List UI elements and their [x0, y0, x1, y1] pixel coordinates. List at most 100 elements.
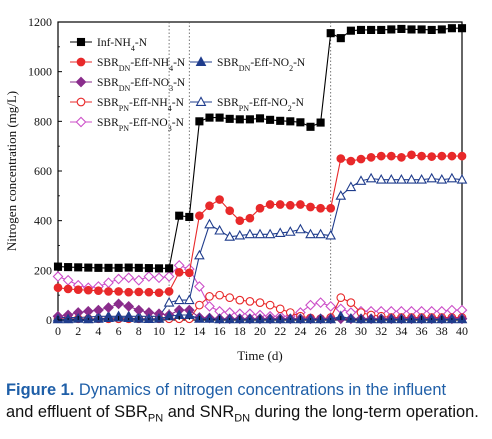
legend-item: SBRDN-Eff-NO2-N — [190, 56, 306, 73]
data-point — [204, 218, 215, 229]
chart-svg: 0 2 4 6 8 10 12 14 16 18 20 22 24 26 28 30 32 34 36 38 40020… — [4, 15, 468, 363]
data-point — [285, 200, 295, 210]
legend-subscript: 2 — [289, 64, 293, 73]
data-point — [397, 24, 406, 34]
data-point — [144, 264, 153, 273]
data-point — [103, 277, 114, 289]
x-tick-label: 38 — [436, 324, 448, 338]
data-point — [446, 172, 458, 183]
data-point — [245, 213, 255, 223]
legend-text: -N — [172, 117, 185, 129]
legend-text: -N — [173, 57, 186, 69]
data-point — [103, 312, 114, 322]
data-point — [417, 151, 426, 161]
legend-text: -Eff-NO — [250, 57, 289, 69]
legend-marker — [76, 57, 86, 67]
x-tick-label: 32 — [375, 324, 387, 338]
data-point — [204, 300, 215, 312]
data-point — [205, 113, 214, 122]
x-tick-label: 22 — [274, 324, 286, 338]
data-point — [214, 224, 225, 235]
legend-label: SBRPN-Eff-NO2-N — [217, 97, 305, 113]
data-point — [264, 228, 276, 239]
data-point — [52, 271, 64, 282]
caption-text-2: and SNR — [163, 403, 235, 421]
data-point — [215, 290, 224, 300]
data-point — [124, 263, 133, 272]
data-point — [427, 152, 437, 161]
data-point — [387, 25, 396, 34]
legend-item: SBRPN-Eff-NO3-N — [70, 116, 185, 133]
data-point — [447, 151, 457, 161]
data-point — [235, 115, 244, 124]
data-point — [315, 297, 326, 308]
legend-text: -N — [135, 37, 148, 49]
data-point — [123, 300, 135, 312]
legend-item: Inf-NH4-N — [70, 37, 148, 53]
legend-subscript: PN — [119, 104, 129, 113]
y-tick-label: 600 — [34, 164, 52, 178]
legend-text: -N — [292, 97, 305, 109]
legend-marker — [76, 97, 86, 107]
data-point — [123, 312, 135, 322]
series-layer — [52, 24, 468, 325]
caption-title: Dynamics of nitrogen concentrations in t… — [78, 381, 447, 399]
caption-label: Figure 1. — [6, 381, 75, 399]
legend-text: -N — [172, 97, 185, 109]
x-tick-label: 8 — [136, 324, 142, 338]
data-point — [426, 172, 438, 183]
data-point — [94, 263, 103, 272]
data-point — [194, 281, 205, 292]
legend-label: SBRPN-Eff-NO3-N — [97, 117, 185, 133]
legend-subscript: 3 — [169, 84, 173, 93]
legend-marker — [195, 56, 207, 66]
x-tick-label: 12 — [173, 324, 185, 338]
series-Inf-NH4-N — [53, 24, 467, 273]
legend-subscript: 2 — [288, 104, 292, 113]
figure-caption: Figure 1. Dynamics of nitrogen concentra… — [6, 379, 490, 429]
data-point — [346, 156, 356, 166]
y-tick-label: 400 — [34, 214, 52, 228]
x-tick-label: 18 — [234, 324, 246, 338]
data-point — [306, 202, 315, 212]
data-point — [365, 172, 377, 183]
data-point — [295, 223, 306, 234]
data-point — [113, 298, 124, 310]
data-point — [245, 297, 255, 306]
data-point — [73, 285, 83, 295]
caption-sub-pn: PN — [147, 412, 164, 425]
data-point — [194, 249, 205, 260]
data-point — [74, 263, 83, 272]
data-point — [225, 293, 235, 303]
x-tick-label: 36 — [416, 324, 428, 338]
data-point — [84, 263, 93, 272]
data-point — [356, 154, 366, 164]
data-point — [114, 263, 123, 272]
data-point — [274, 227, 286, 238]
data-point — [296, 118, 305, 127]
data-point — [104, 287, 113, 296]
data-point — [94, 286, 103, 296]
legend-subscript: PN — [119, 124, 129, 133]
data-point — [325, 300, 337, 312]
data-point — [134, 287, 144, 297]
data-point — [326, 29, 335, 38]
data-point — [377, 25, 386, 34]
data-point — [335, 190, 347, 200]
legend-label: SBRPN-Eff-NH4-N — [97, 97, 185, 113]
data-point — [366, 152, 376, 162]
legend-text: -N — [293, 57, 306, 69]
x-tick-label: 40 — [456, 324, 468, 338]
data-point — [336, 34, 345, 43]
data-point — [173, 294, 185, 305]
data-point — [175, 211, 184, 220]
data-point — [205, 201, 214, 211]
data-point — [154, 264, 164, 273]
data-point — [215, 195, 224, 204]
data-point — [184, 268, 194, 278]
y-axis-label: Nitrogen concentration (mg/L) — [4, 91, 19, 251]
data-point — [265, 300, 275, 310]
data-point — [215, 113, 224, 122]
legend-text: -N — [173, 77, 186, 89]
